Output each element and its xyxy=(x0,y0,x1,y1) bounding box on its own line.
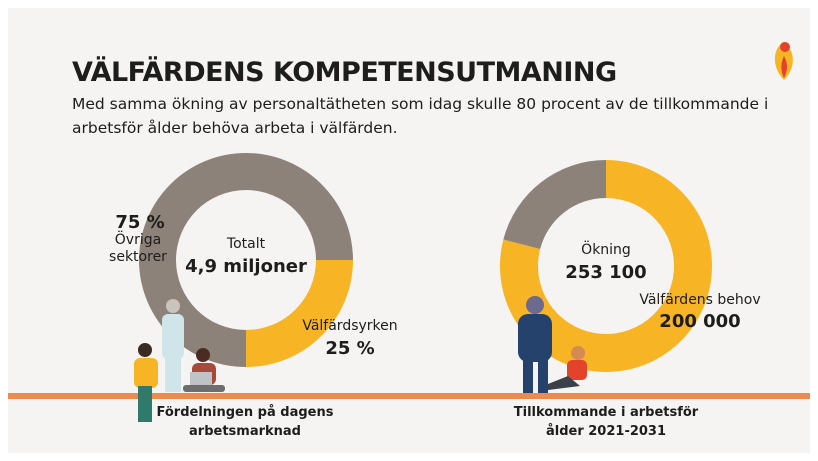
segment-label: Övriga sektorer xyxy=(109,232,167,265)
segment-label: Välfärdsyrken xyxy=(302,318,398,334)
center-label: Ökning xyxy=(581,242,631,258)
donut-segment xyxy=(246,260,353,367)
donut-segment xyxy=(139,153,353,367)
value-label: 25 % xyxy=(325,338,375,359)
subtitle: Med samma ökning av personaltätheten som… xyxy=(72,95,769,137)
people-right xyxy=(518,296,587,393)
segment-label: Välfärdens behov xyxy=(639,292,761,308)
donut-segment xyxy=(500,160,712,372)
ground-line xyxy=(8,393,810,399)
center-value: 253 100 xyxy=(565,262,647,283)
value-label: 75 % xyxy=(115,212,165,233)
donut-segment xyxy=(503,160,606,250)
center-label: Totalt xyxy=(226,236,266,252)
caption: Fördelningen på dagens arbetsmarknad xyxy=(156,405,334,439)
value-label: 200 000 xyxy=(659,311,741,332)
logo xyxy=(774,42,793,80)
center-value: 4,9 miljoner xyxy=(185,256,307,277)
title: VÄLFÄRDENS KOMPETENSUTMANING xyxy=(72,57,617,88)
people-left xyxy=(134,299,225,422)
caption: Tillkommande i arbetsför ålder 2021-2031 xyxy=(513,405,699,439)
